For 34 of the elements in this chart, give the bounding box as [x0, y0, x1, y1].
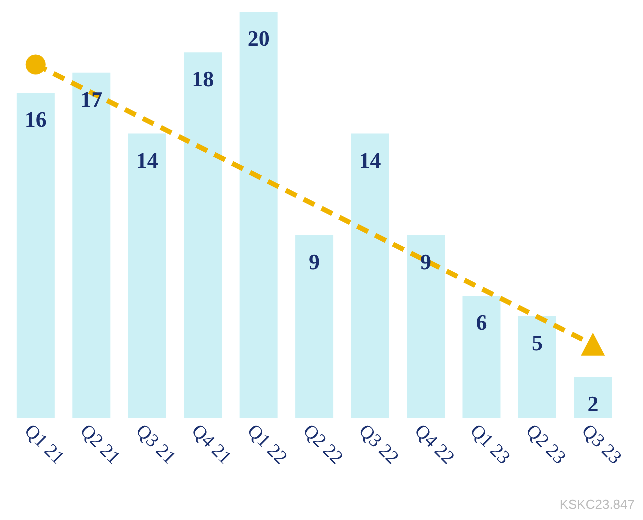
- bar: [574, 377, 612, 418]
- data-label: 2: [588, 391, 599, 416]
- bar: [296, 235, 334, 418]
- x-tick-label: Q1 22: [243, 420, 292, 469]
- data-label: 9: [420, 249, 432, 274]
- x-tick-label: Q3 21: [132, 420, 180, 469]
- bar: [72, 72, 111, 418]
- data-label: 6: [476, 310, 488, 336]
- bar: [16, 93, 55, 418]
- bar: [351, 134, 390, 418]
- text: KSKC23.847: [560, 497, 635, 512]
- bar: [240, 12, 278, 418]
- data-label: 20: [248, 26, 270, 51]
- x-tick-label: Q1 21: [20, 420, 68, 469]
- bar: [518, 316, 556, 418]
- x-tick-label: Q3 22: [354, 420, 403, 469]
- data-label: 5: [532, 330, 543, 356]
- data-label: 9: [309, 249, 320, 274]
- data-label: 18: [192, 66, 214, 92]
- data-label: 16: [24, 107, 47, 132]
- x-tick-label: Q4 21: [188, 420, 236, 469]
- x-tick-label: Q2 21: [76, 420, 124, 469]
- x-tick-label: Q2 23: [522, 420, 570, 469]
- x-tick-label: Q4 22: [410, 420, 458, 469]
- bar: [128, 134, 166, 418]
- bar: [184, 52, 222, 418]
- bar: [407, 235, 446, 418]
- data-label: 14: [359, 148, 382, 173]
- data-label: 17: [80, 86, 103, 112]
- x-tick-label: Q2 22: [298, 420, 348, 469]
- bar: [462, 296, 501, 418]
- data-label: 14: [136, 148, 158, 173]
- x-tick-label: Q1 23: [466, 420, 514, 469]
- x-tick-label: Q3 23: [578, 420, 626, 469]
